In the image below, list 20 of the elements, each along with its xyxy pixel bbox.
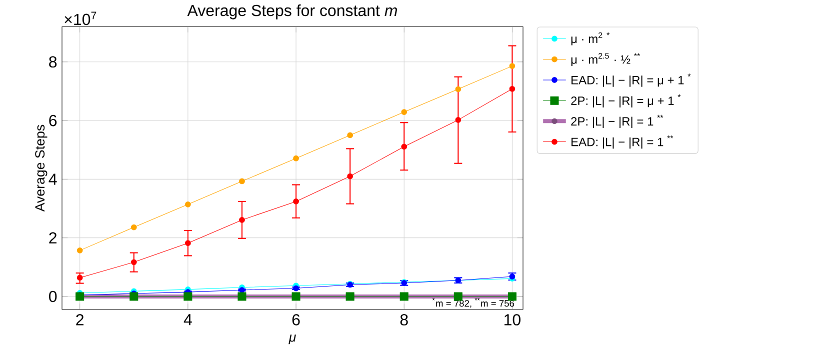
- legend-label: EAD: |L| − |R| = 1 $^{**}$: [572, 135, 674, 148]
- x-tick-label: 2: [76, 314, 84, 326]
- chart-title: Average Steps for constant m: [187, 4, 398, 20]
- y-tick-label: 0: [49, 290, 57, 302]
- legend-label: μ · m$^{2 *}$: [571, 32, 610, 46]
- legend-label: EAD: |L| − |R| = μ + 1 $^{*}$: [572, 74, 691, 87]
- y-tick-label: 8: [49, 56, 57, 68]
- x-tick-label: 8: [400, 314, 408, 326]
- x-tick-label: 4: [184, 314, 192, 325]
- x-axis-title: μ: [288, 334, 296, 344]
- y-tick-label: 4: [48, 174, 57, 184]
- x-tick-label: 10: [504, 314, 520, 326]
- text: ×10$^{7}$: [64, 12, 96, 25]
- y-axis-title: Average Steps: [35, 124, 48, 212]
- legend-label: 2P: |L| − |R| = 1 $^{**}$: [571, 114, 664, 128]
- y-tick-label: 2: [49, 232, 56, 244]
- legend-label: μ · m$^{2.5}$ · ½ $^{**}$: [571, 52, 640, 66]
- legend-label: 2P: |L| − |R| = μ + 1 $^{*}$: [571, 94, 681, 108]
- y-tick-label: 6: [49, 114, 57, 126]
- x-tick-label: 6: [292, 314, 300, 326]
